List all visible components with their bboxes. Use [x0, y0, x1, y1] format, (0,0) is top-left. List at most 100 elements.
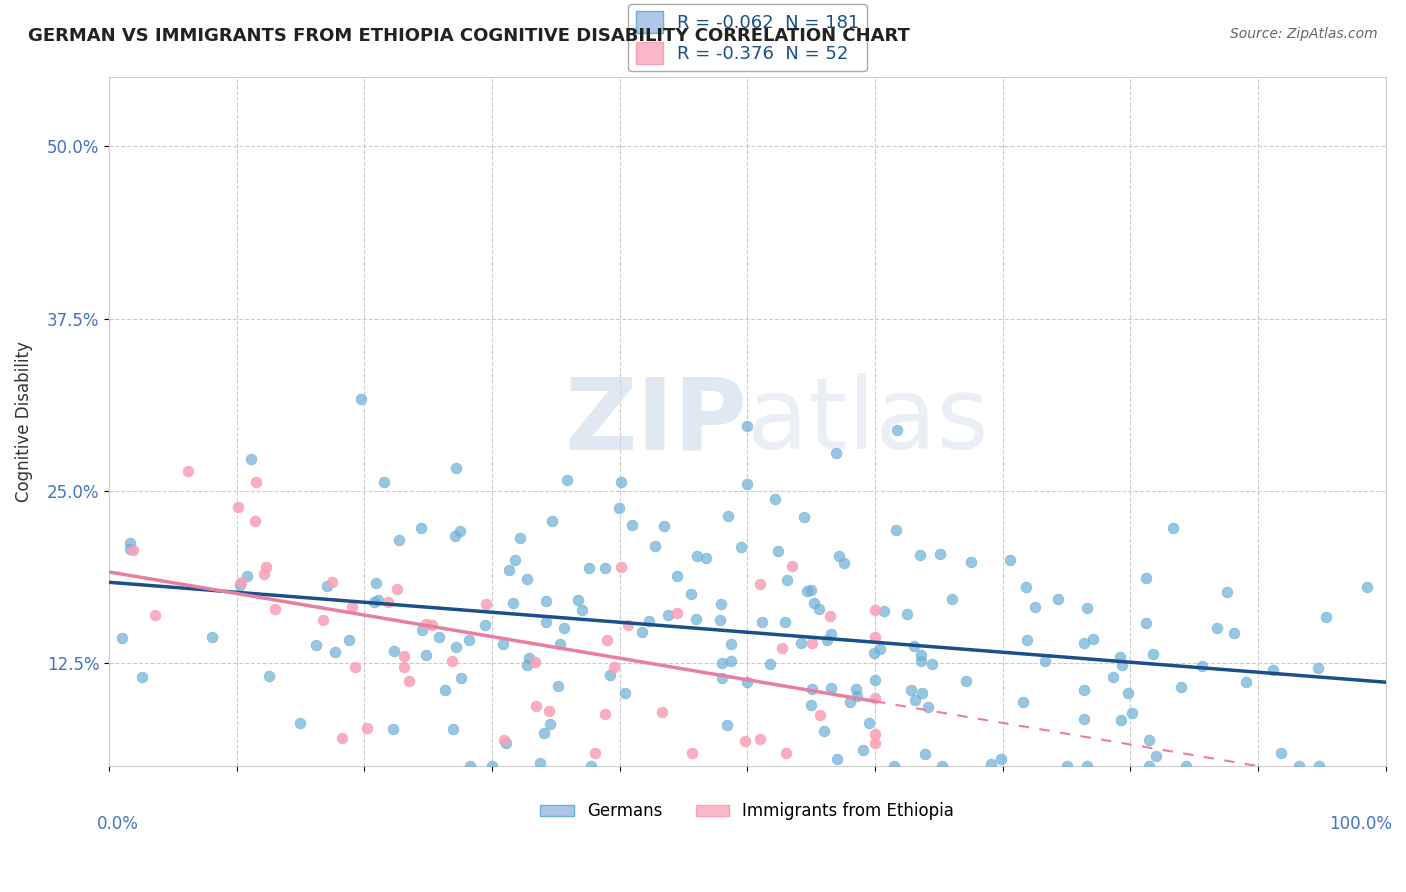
Point — [578, 561, 600, 575]
Point — [388, 533, 411, 548]
Point — [547, 680, 569, 694]
Point — [883, 759, 905, 773]
Point — [524, 655, 547, 669]
Point — [316, 579, 339, 593]
Text: GERMAN VS IMMIGRANTS FROM ETHIOPIA COGNITIVE DISABILITY CORRELATION CHART: GERMAN VS IMMIGRANTS FROM ETHIOPIA COGNI… — [28, 27, 910, 45]
Point — [524, 698, 547, 713]
Point — [257, 668, 280, 682]
Point — [143, 607, 166, 622]
Point — [858, 716, 880, 731]
Point — [770, 640, 793, 655]
Point — [1308, 759, 1330, 773]
Point — [652, 519, 675, 533]
Point — [387, 582, 409, 596]
Point — [845, 681, 868, 696]
Point — [828, 549, 851, 564]
Point — [759, 657, 782, 671]
Point — [567, 593, 589, 607]
Point — [886, 423, 908, 437]
Text: ZIP: ZIP — [565, 374, 748, 470]
Point — [415, 648, 437, 662]
Point — [796, 583, 818, 598]
Point — [239, 451, 262, 466]
Point — [720, 637, 742, 651]
Point — [1161, 521, 1184, 535]
Point — [908, 549, 931, 563]
Point — [884, 524, 907, 538]
Point — [1118, 686, 1140, 700]
Point — [392, 648, 415, 663]
Point — [685, 549, 707, 563]
Point — [1223, 625, 1246, 640]
Point — [869, 642, 891, 657]
Point — [780, 559, 803, 574]
Point — [710, 672, 733, 686]
Point — [832, 556, 855, 570]
Point — [288, 715, 311, 730]
Point — [377, 595, 399, 609]
Point — [931, 759, 953, 773]
Point — [350, 392, 373, 406]
Point — [1270, 746, 1292, 760]
Point — [321, 574, 343, 589]
Point — [1175, 759, 1198, 773]
Point — [433, 683, 456, 698]
Point — [863, 602, 886, 616]
Point — [245, 475, 267, 489]
Point — [120, 542, 142, 557]
Point — [681, 746, 703, 760]
Point — [921, 657, 943, 672]
Text: atlas: atlas — [748, 374, 988, 470]
Point — [666, 569, 689, 583]
Point — [1261, 663, 1284, 677]
Point — [607, 501, 630, 516]
Point — [1191, 658, 1213, 673]
Point — [914, 747, 936, 761]
Point — [1139, 759, 1161, 773]
Point — [342, 600, 364, 615]
Point — [751, 615, 773, 629]
Point — [571, 603, 593, 617]
Point — [603, 660, 626, 674]
Point — [495, 736, 517, 750]
Point — [176, 464, 198, 478]
Point — [846, 689, 869, 703]
Point — [1121, 706, 1143, 720]
Point — [1137, 732, 1160, 747]
Point — [820, 609, 842, 624]
Point — [444, 640, 467, 654]
Point — [644, 539, 666, 553]
Point — [538, 704, 561, 718]
Point — [631, 624, 654, 639]
Point — [980, 757, 1002, 772]
Point — [1135, 571, 1157, 585]
Point — [748, 576, 770, 591]
Point — [585, 746, 607, 760]
Point — [231, 574, 253, 589]
Point — [1308, 661, 1330, 675]
Point — [900, 683, 922, 698]
Point — [254, 560, 277, 574]
Point — [263, 601, 285, 615]
Point — [593, 707, 616, 722]
Point — [775, 746, 797, 760]
Point — [1288, 759, 1310, 773]
Point — [695, 550, 717, 565]
Point — [710, 657, 733, 671]
Point — [411, 624, 433, 638]
Point — [229, 578, 252, 592]
Point — [1073, 712, 1095, 726]
Point — [910, 654, 932, 668]
Point — [813, 724, 835, 739]
Point — [440, 654, 463, 668]
Point — [536, 594, 558, 608]
Point — [803, 596, 825, 610]
Point — [749, 732, 772, 747]
Point — [330, 731, 353, 745]
Point — [337, 633, 360, 648]
Point — [789, 636, 811, 650]
Point — [121, 543, 143, 558]
Point — [620, 518, 643, 533]
Point — [363, 595, 385, 609]
Point — [415, 616, 437, 631]
